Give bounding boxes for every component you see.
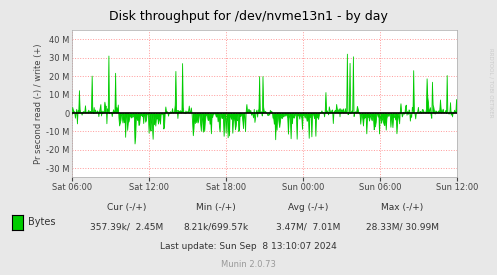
Text: RRDTOOL / TOBI OETIKER: RRDTOOL / TOBI OETIKER xyxy=(489,48,494,117)
Text: Min (-/+): Min (-/+) xyxy=(196,203,236,212)
Y-axis label: Pr second read (-) / write (+): Pr second read (-) / write (+) xyxy=(34,43,43,164)
Text: 8.21k/699.57k: 8.21k/699.57k xyxy=(183,222,249,231)
Text: 3.47M/  7.01M: 3.47M/ 7.01M xyxy=(276,222,340,231)
Text: 357.39k/  2.45M: 357.39k/ 2.45M xyxy=(90,222,164,231)
Text: Bytes: Bytes xyxy=(28,217,56,227)
Text: Last update: Sun Sep  8 13:10:07 2024: Last update: Sun Sep 8 13:10:07 2024 xyxy=(160,242,337,251)
Text: 28.33M/ 30.99M: 28.33M/ 30.99M xyxy=(366,222,439,231)
Text: Disk throughput for /dev/nvme13n1 - by day: Disk throughput for /dev/nvme13n1 - by d… xyxy=(109,10,388,23)
Text: Avg (-/+): Avg (-/+) xyxy=(288,203,329,212)
Text: Munin 2.0.73: Munin 2.0.73 xyxy=(221,260,276,269)
Text: Cur (-/+): Cur (-/+) xyxy=(107,203,147,212)
Text: Max (-/+): Max (-/+) xyxy=(381,203,424,212)
